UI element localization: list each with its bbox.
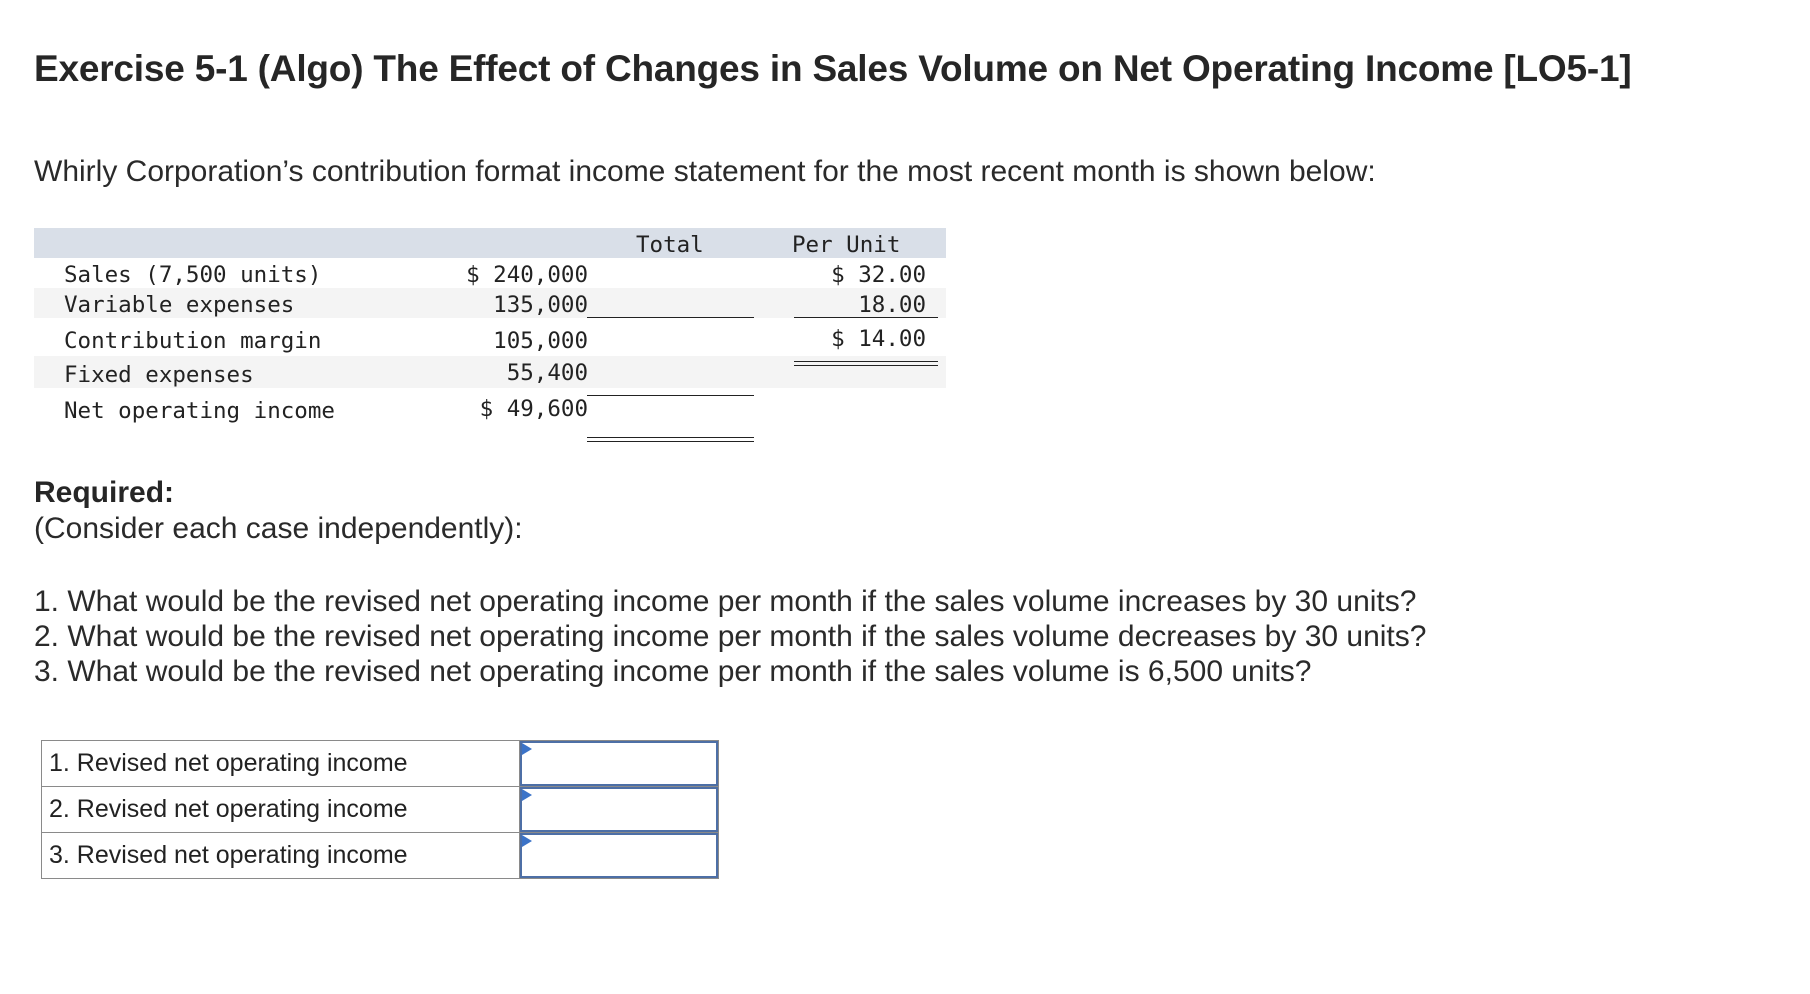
- per-unit-underline-variable: [794, 317, 938, 318]
- answer-label: 1. Revised net operating income: [41, 740, 520, 787]
- statement-row-variable-expenses: Variable expenses 135,000 18.00: [34, 288, 946, 318]
- header-total: Total: [636, 232, 704, 258]
- answer-cell: [519, 740, 719, 787]
- row-total: 55,400: [506, 360, 588, 386]
- answer-table: 1. Revised net operating income 2. Revis…: [41, 740, 719, 879]
- row-per-unit: $ 32.00: [831, 262, 926, 288]
- total-double-underline: [587, 437, 754, 442]
- answer-row-1: 1. Revised net operating income: [41, 740, 719, 787]
- row-per-unit: $ 14.00: [831, 326, 926, 352]
- questions-list: 1. What would be the revised net operati…: [34, 584, 1426, 689]
- page-title: Exercise 5-1 (Algo) The Effect of Change…: [34, 48, 1632, 89]
- answer-row-2: 2. Revised net operating income: [41, 786, 719, 833]
- answer-label: 2. Revised net operating income: [41, 786, 520, 833]
- header-per-unit: Per Unit: [792, 232, 901, 258]
- question-3: 3. What would be the revised net operati…: [34, 655, 1312, 688]
- answer-input-2[interactable]: [520, 787, 718, 832]
- answer-input-1[interactable]: [520, 741, 718, 786]
- row-per-unit: 18.00: [858, 292, 926, 318]
- row-label: Sales (7,500 units): [64, 262, 322, 288]
- income-statement: Total Per Unit Sales (7,500 units) $ 240…: [34, 228, 946, 442]
- statement-header-row: Total Per Unit: [34, 228, 946, 258]
- answer-cell: [519, 786, 719, 833]
- flag-icon: [522, 743, 532, 755]
- statement-row-sales: Sales (7,500 units) $ 240,000 $ 32.00: [34, 258, 946, 288]
- flag-icon: [522, 789, 532, 801]
- row-total: $ 49,600: [479, 396, 588, 422]
- required-heading: Required:: [34, 476, 175, 509]
- total-underline-fixed: [587, 395, 754, 396]
- answer-input-3[interactable]: [520, 833, 718, 878]
- per-unit-double-underline: [794, 361, 938, 366]
- intro-text: Whirly Corporation’s contribution format…: [34, 155, 1376, 188]
- answer-row-3: 3. Revised net operating income: [41, 832, 719, 879]
- row-label: Contribution margin: [64, 328, 322, 354]
- answer-cell: [519, 832, 719, 879]
- question-2: 2. What would be the revised net operati…: [34, 620, 1427, 653]
- answer-label: 3. Revised net operating income: [41, 832, 520, 879]
- total-underline-variable: [587, 317, 754, 318]
- row-total: 135,000: [493, 292, 588, 318]
- statement-row-net-operating-income: Net operating income $ 49,600: [34, 388, 946, 428]
- question-1: 1. What would be the revised net operati…: [34, 585, 1417, 618]
- row-total: 105,000: [493, 328, 588, 354]
- row-total: $ 240,000: [466, 262, 588, 288]
- statement-row-contribution-margin: Contribution margin 105,000 $ 14.00: [34, 318, 946, 356]
- flag-icon: [522, 835, 532, 847]
- row-label: Net operating income: [64, 398, 335, 424]
- row-label: Fixed expenses: [64, 362, 254, 388]
- row-label: Variable expenses: [64, 292, 295, 318]
- required-subheading: (Consider each case independently):: [34, 512, 523, 545]
